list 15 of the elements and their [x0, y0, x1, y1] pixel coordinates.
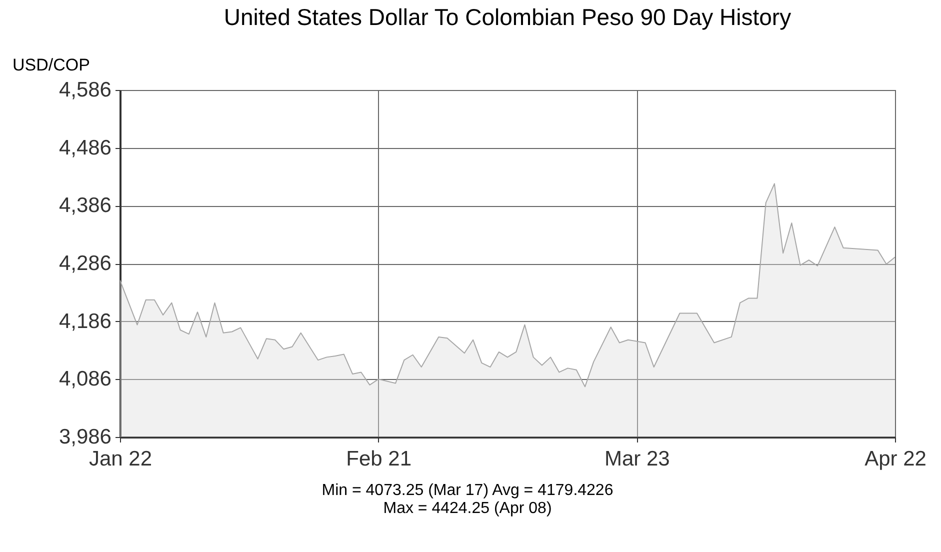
x-tick-label: Apr 22: [864, 448, 926, 470]
y-tick-label: 4,086: [58, 368, 112, 391]
y-tick-label: 3,986: [58, 426, 112, 448]
y-tick-label: 4,486: [58, 136, 112, 160]
y-tick-label: 4,286: [58, 252, 112, 275]
x-tick-label: Mar 23: [604, 448, 670, 470]
y-tick-label: 4,586: [58, 78, 112, 102]
y-axis-title: USD/COP: [12, 56, 90, 74]
text: Min = 4073.25 (Mar 17) Avg = 4179.4226: [322, 482, 614, 499]
x-tick-label: Feb 21: [346, 448, 412, 470]
y-tick-label: 4,386: [58, 194, 112, 218]
text: Max = 4424.25 (Apr 08): [383, 500, 552, 517]
chart-title: United States Dollar To Colombian Peso 90 Day History: [224, 4, 792, 30]
x-tick-label: Jan 22: [88, 448, 152, 470]
y-tick-label: 4,186: [58, 310, 112, 333]
